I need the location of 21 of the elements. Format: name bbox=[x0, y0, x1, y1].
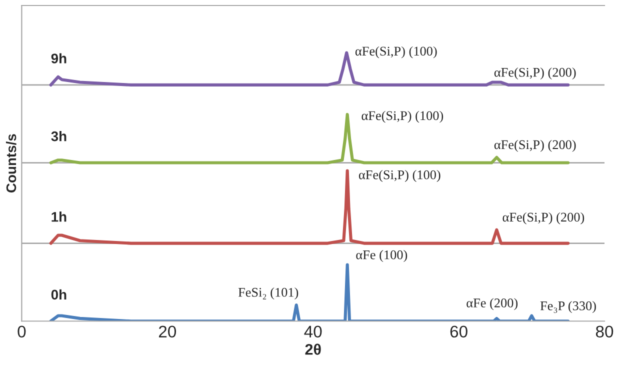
annotation: Fe₃P (330) bbox=[540, 301, 596, 313]
annotation: αFe(Si,P) (100) bbox=[355, 46, 437, 58]
series-label: 3h bbox=[51, 131, 66, 142]
annotation: αFe(Si,P) (200) bbox=[494, 140, 576, 152]
series-label: 0h bbox=[51, 289, 66, 300]
x-tick-label: 60 bbox=[450, 326, 468, 338]
annotation: αFe (100) bbox=[356, 250, 408, 262]
x-axis-title: 2θ bbox=[305, 344, 321, 355]
annotation: αFe(Si,P) (100) bbox=[358, 170, 440, 182]
annotation: αFe (200) bbox=[466, 298, 518, 310]
annotation: αFe(Si,P) (100) bbox=[362, 110, 444, 123]
x-tick-label: 0 bbox=[18, 326, 26, 338]
x-tick-label: 40 bbox=[304, 326, 322, 338]
x-tick-label: 20 bbox=[158, 326, 176, 338]
annotation: αFe(Si,P) (200) bbox=[494, 68, 576, 80]
x-tick-label: 80 bbox=[596, 326, 614, 338]
series-label: 1h bbox=[52, 212, 66, 222]
annotation: FeSi₂ (101) bbox=[238, 288, 298, 300]
annotation: αFe(Si,P) (200) bbox=[502, 212, 584, 224]
series-label: 9h bbox=[51, 53, 66, 64]
y-axis-title: Counts/s bbox=[6, 134, 16, 192]
